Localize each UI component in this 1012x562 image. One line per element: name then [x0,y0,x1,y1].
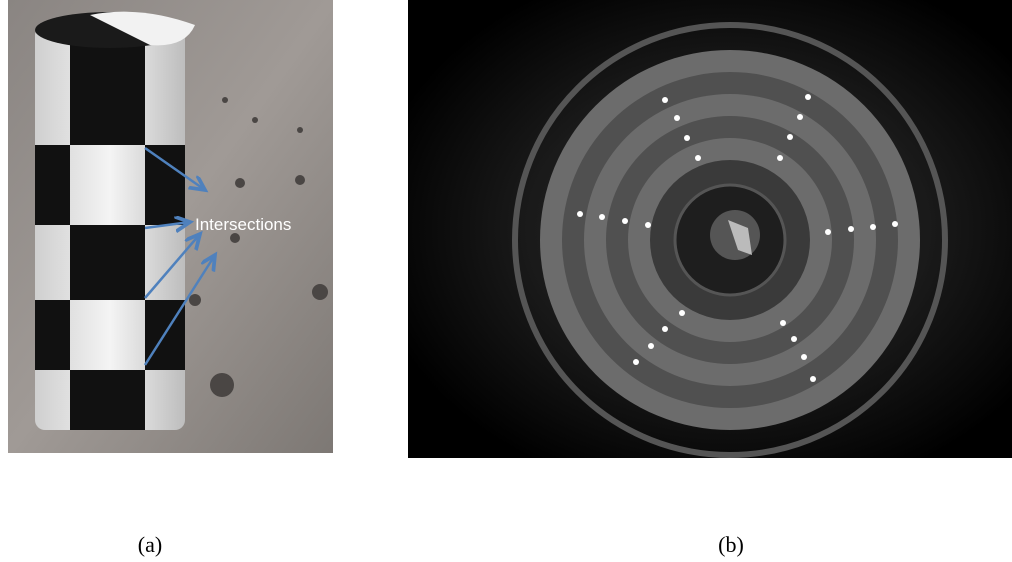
annotation: Intersections [195,215,291,234]
page: {"panels": [{"label": "(a)", "annotation… [0,0,1012,562]
panel-label: (a) [138,532,162,557]
figure: Intersections (a) (b) [0,0,1012,562]
photo-a: Intersections [8,0,333,453]
photo-b [408,0,1012,458]
panel-label: (b) [718,532,744,557]
